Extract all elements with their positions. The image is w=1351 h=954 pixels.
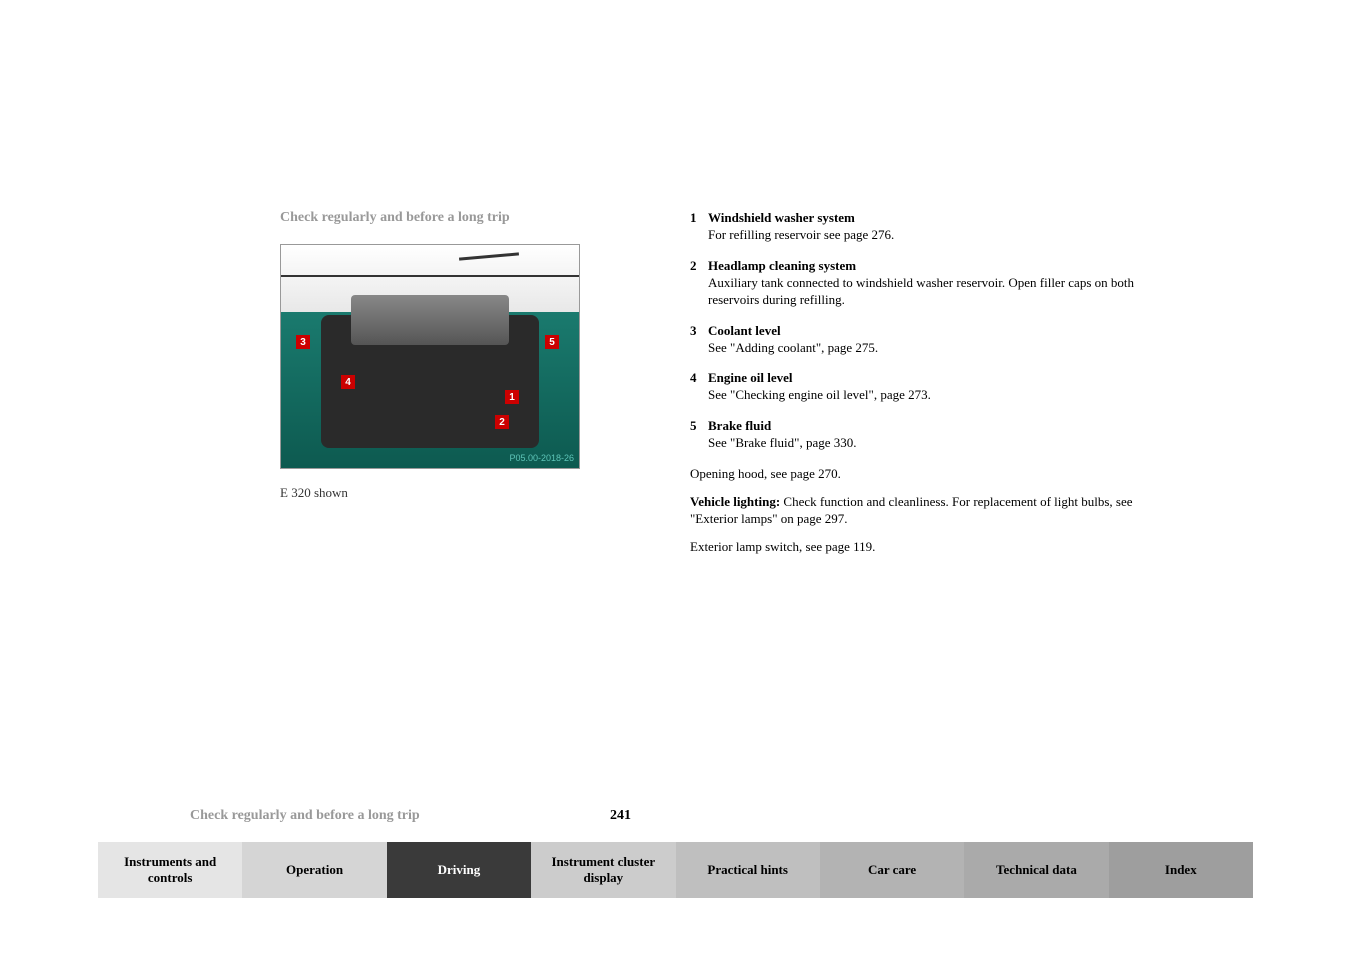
list-body: Windshield washer systemFor refilling re… [708, 210, 1171, 244]
right-column: 1Windshield washer systemFor refilling r… [690, 210, 1171, 565]
list-description: Auxiliary tank connected to windshield w… [708, 274, 1171, 309]
hood-support [459, 252, 519, 260]
list-body: Engine oil levelSee "Checking engine oil… [708, 370, 1171, 404]
list-description: For refilling reservoir see page 276. [708, 226, 1171, 244]
nav-tab[interactable]: Operation [242, 842, 386, 898]
list-title: Brake fluid [708, 418, 1171, 434]
page-number: 241 [571, 808, 671, 824]
opening-hood-text: Opening hood, see page 270. [690, 465, 1171, 483]
list-title: Engine oil level [708, 370, 1171, 386]
list-item: 4Engine oil levelSee "Checking engine oi… [690, 370, 1171, 404]
image-caption: E 320 shown [280, 485, 580, 501]
list-description: See "Brake fluid", page 330. [708, 434, 1171, 452]
exterior-lamp-text: Exterior lamp switch, see page 119. [690, 538, 1171, 556]
list-title: Coolant level [708, 323, 1171, 339]
nav-tab[interactable]: Technical data [964, 842, 1108, 898]
list-number: 4 [690, 370, 708, 404]
list-title: Windshield washer system [708, 210, 1171, 226]
nav-tabs: Instruments and controlsOperationDriving… [98, 842, 1253, 898]
list-title: Headlamp cleaning system [708, 258, 1171, 274]
list-item: 5Brake fluidSee "Brake fluid", page 330. [690, 418, 1171, 452]
callout-5: 5 [545, 335, 559, 349]
engine-diagram: 1 2 3 4 5 P05.00-2018-26 [280, 244, 580, 469]
list-body: Coolant levelSee "Adding coolant", page … [708, 323, 1171, 357]
page-title: Check regularly and before a long trip [280, 210, 580, 226]
callout-1: 1 [505, 390, 519, 404]
list-description: See "Adding coolant", page 275. [708, 339, 1171, 357]
list-number: 2 [690, 258, 708, 309]
nav-tab[interactable]: Car care [820, 842, 964, 898]
nav-tab[interactable]: Instrument cluster display [531, 842, 675, 898]
engine-cover [351, 295, 509, 345]
callout-4: 4 [341, 375, 355, 389]
list-number: 1 [690, 210, 708, 244]
footer: Check regularly and before a long trip 2… [190, 808, 1051, 824]
left-column: Check regularly and before a long trip 1… [280, 210, 580, 565]
footer-title: Check regularly and before a long trip [190, 808, 571, 824]
nav-tab[interactable]: Driving [387, 842, 531, 898]
hood-line [281, 275, 579, 277]
callout-2: 2 [495, 415, 509, 429]
list-body: Brake fluidSee "Brake fluid", page 330. [708, 418, 1171, 452]
list-item: 2Headlamp cleaning systemAuxiliary tank … [690, 258, 1171, 309]
list-item: 3Coolant levelSee "Adding coolant", page… [690, 323, 1171, 357]
vehicle-lighting-label: Vehicle lighting: [690, 494, 780, 509]
nav-tab[interactable]: Practical hints [676, 842, 820, 898]
list-description: See "Checking engine oil level", page 27… [708, 386, 1171, 404]
list-number: 3 [690, 323, 708, 357]
checklist: 1Windshield washer systemFor refilling r… [690, 210, 1171, 451]
nav-tab[interactable]: Instruments and controls [98, 842, 242, 898]
list-item: 1Windshield washer systemFor refilling r… [690, 210, 1171, 244]
nav-tab[interactable]: Index [1109, 842, 1253, 898]
list-number: 5 [690, 418, 708, 452]
callout-3: 3 [296, 335, 310, 349]
image-id: P05.00-2018-26 [509, 453, 574, 463]
content-area: Check regularly and before a long trip 1… [0, 0, 1351, 565]
list-body: Headlamp cleaning systemAuxiliary tank c… [708, 258, 1171, 309]
vehicle-lighting-text: Vehicle lighting: Check function and cle… [690, 493, 1171, 528]
